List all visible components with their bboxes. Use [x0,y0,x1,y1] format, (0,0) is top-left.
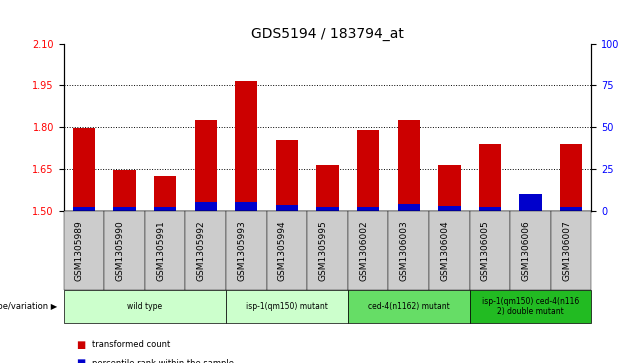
Bar [195,202,217,211]
Bar [195,120,217,211]
Bar [479,144,501,211]
Text: GSM1305992: GSM1305992 [197,220,205,281]
Bar [520,194,542,211]
Text: GSM1306003: GSM1306003 [400,220,409,281]
Bar [357,207,379,211]
Bar [73,129,95,211]
Text: GSM1305991: GSM1305991 [156,220,165,281]
Text: ■: ■ [76,358,86,363]
Text: GSM1306002: GSM1306002 [359,220,368,281]
Text: GSM1306004: GSM1306004 [440,220,450,281]
Text: GSM1306007: GSM1306007 [562,220,571,281]
Text: GSM1305993: GSM1305993 [237,220,246,281]
Text: genotype/variation ▶: genotype/variation ▶ [0,302,57,311]
Bar [276,140,298,211]
Text: GSM1305994: GSM1305994 [278,220,287,281]
Bar [520,209,542,211]
Bar [398,120,420,211]
Bar [235,202,258,211]
Bar [154,176,176,211]
Bar [316,207,339,211]
Text: GSM1306005: GSM1306005 [481,220,490,281]
Bar [154,207,176,211]
Text: transformed count: transformed count [92,340,170,349]
Bar [438,165,460,211]
Bar [113,170,135,211]
Bar [276,205,298,211]
Text: isp-1(qm150) ced-4(n116
2) double mutant: isp-1(qm150) ced-4(n116 2) double mutant [482,297,579,317]
Title: GDS5194 / 183794_at: GDS5194 / 183794_at [251,27,404,41]
Bar [357,130,379,211]
Bar [316,165,339,211]
Bar [235,81,258,211]
Bar [398,204,420,211]
Text: GSM1306006: GSM1306006 [522,220,530,281]
Text: isp-1(qm150) mutant: isp-1(qm150) mutant [246,302,328,311]
Text: GSM1305990: GSM1305990 [116,220,125,281]
Text: GSM1305989: GSM1305989 [75,220,84,281]
Bar [560,144,583,211]
Text: wild type: wild type [127,302,162,311]
Bar [479,207,501,211]
Bar [560,207,583,211]
Bar [73,207,95,211]
Text: GSM1305995: GSM1305995 [319,220,328,281]
Bar [438,206,460,211]
Text: ■: ■ [76,340,86,350]
Text: percentile rank within the sample: percentile rank within the sample [92,359,234,363]
Text: ced-4(n1162) mutant: ced-4(n1162) mutant [368,302,450,311]
Bar [113,207,135,211]
